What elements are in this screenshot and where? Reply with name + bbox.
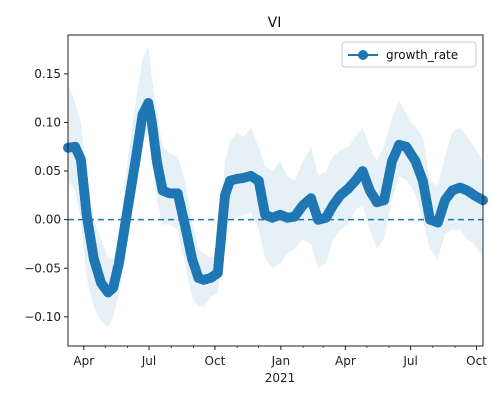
y-axis: −0.10 −0.05 0.00 0.05 0.10 0.15	[24, 67, 68, 324]
confidence-band	[68, 46, 483, 327]
chart-title: VI	[268, 15, 282, 31]
y-tick-label: 0.15	[34, 67, 61, 81]
y-tick-label: 0.10	[34, 115, 61, 129]
x-tick-label: Oct	[466, 354, 487, 368]
x-year-label: 2021	[265, 371, 296, 385]
legend-box	[341, 41, 477, 68]
legend: growth_rate	[341, 41, 477, 68]
x-tick-label: Jul	[402, 354, 417, 368]
legend-label: growth_rate	[386, 48, 458, 62]
y-tick-label: −0.10	[24, 310, 61, 324]
plot-area	[63, 46, 488, 327]
legend-marker	[358, 50, 368, 60]
y-tick-label: 0.00	[34, 213, 61, 227]
x-tick-label: Apr	[335, 354, 356, 368]
series-markers-growth-rate	[63, 98, 488, 298]
x-tick-label: Oct	[205, 354, 226, 368]
x-axis: Apr Jul Oct Jan Apr Jul Oct	[73, 346, 487, 368]
x-tick-label: Jul	[141, 354, 156, 368]
plot-frame	[67, 34, 484, 347]
x-tick-label: Jan	[271, 354, 291, 368]
x-tick-label: Apr	[73, 354, 94, 368]
y-tick-label: 0.05	[34, 164, 61, 178]
y-tick-label: −0.05	[24, 261, 61, 275]
